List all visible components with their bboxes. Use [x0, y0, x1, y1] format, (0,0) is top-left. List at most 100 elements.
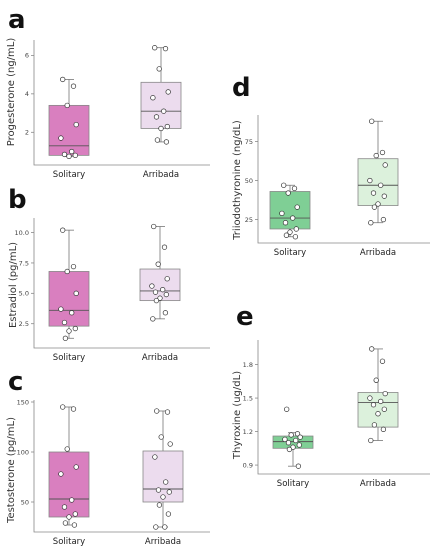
x-tick-label: Arribada — [360, 479, 396, 489]
data-point — [152, 454, 158, 460]
y-tick-label: 2.5 — [19, 320, 29, 328]
data-point — [368, 437, 374, 444]
data-point — [157, 295, 163, 301]
y-tick-label: 0.9 — [243, 461, 253, 469]
data-point — [382, 390, 388, 397]
box-arribada — [357, 118, 399, 226]
box-solitary — [272, 406, 314, 469]
data-point — [297, 434, 303, 440]
panel-letter: a — [8, 5, 26, 35]
data-point — [152, 289, 159, 295]
panel-d: d Triiodothyronine (ng/dL) 25 50 75 Solitary A… — [232, 73, 430, 258]
data-point — [155, 487, 162, 493]
y-tick-label: 75 — [245, 138, 253, 146]
x-tick-label: Arribada — [145, 537, 181, 547]
data-point — [367, 395, 373, 401]
y-axis-label: Triiodothyronine (ng/dL) — [232, 120, 243, 241]
data-point — [370, 190, 377, 196]
data-point — [73, 290, 79, 296]
data-point — [161, 108, 167, 114]
data-point — [283, 232, 290, 238]
panel-letter: b — [8, 185, 27, 215]
x-tick-label: Arribada — [142, 353, 178, 363]
data-point — [379, 358, 386, 364]
box-arribada — [357, 346, 399, 444]
data-point — [61, 504, 68, 510]
axes — [33, 218, 210, 349]
data-point — [382, 162, 388, 168]
data-point — [64, 446, 70, 452]
panel-letter: e — [236, 302, 254, 332]
data-point — [72, 152, 78, 159]
data-point — [379, 149, 386, 156]
data-point — [163, 139, 170, 145]
data-point — [286, 446, 293, 453]
data-point — [281, 182, 287, 188]
box-solitary — [48, 227, 90, 341]
data-point — [61, 151, 68, 158]
data-point — [60, 227, 66, 233]
y-tick-label: 2 — [25, 129, 29, 137]
panel-letter: d — [232, 73, 251, 103]
data-point — [62, 520, 69, 526]
data-point — [295, 463, 302, 469]
data-point — [60, 76, 66, 83]
y-tick-label: 50 — [245, 177, 253, 185]
data-point — [368, 220, 374, 226]
data-point — [161, 244, 168, 250]
data-point — [69, 148, 75, 155]
data-point — [165, 511, 172, 517]
data-point — [369, 118, 375, 124]
panel-letter: c — [8, 367, 23, 397]
data-point — [70, 263, 77, 270]
y-axis-label: Progesterone (ng/mL) — [6, 38, 17, 147]
data-point — [66, 153, 72, 159]
data-point — [369, 346, 375, 352]
data-point — [166, 489, 172, 495]
y-tick-label: 5.0 — [19, 290, 29, 298]
data-point — [160, 494, 166, 500]
axes — [33, 40, 210, 166]
data-point — [380, 216, 387, 223]
data-point — [58, 306, 64, 312]
data-point — [70, 406, 77, 412]
box-arribada — [140, 45, 182, 145]
data-point — [163, 291, 169, 298]
data-point — [294, 431, 301, 437]
y-tick-label: 1.5 — [243, 394, 253, 402]
data-point — [293, 226, 299, 232]
data-point — [72, 325, 78, 332]
data-point — [378, 182, 384, 188]
axes — [257, 115, 430, 244]
data-point — [163, 479, 169, 485]
data-point — [367, 177, 373, 184]
data-point — [73, 121, 79, 128]
data-point — [66, 514, 72, 520]
data-point — [371, 422, 378, 428]
data-point — [164, 409, 171, 415]
y-axis-label: Testosterone (pg/mL) — [6, 417, 17, 524]
box-solitary — [269, 182, 311, 240]
data-point — [279, 210, 285, 216]
data-point — [284, 406, 290, 412]
data-point — [70, 83, 77, 89]
data-point — [58, 135, 64, 141]
data-point — [375, 411, 381, 417]
data-point — [153, 524, 159, 530]
x-tick-label: Solitary — [274, 248, 306, 258]
box-iqr — [357, 392, 399, 428]
data-point — [156, 502, 163, 508]
data-point — [69, 310, 75, 316]
data-point — [380, 426, 387, 432]
x-tick-label: Arribada — [143, 170, 179, 180]
data-point — [73, 464, 79, 470]
data-point — [373, 152, 379, 159]
axes — [33, 400, 210, 533]
data-point — [158, 125, 164, 132]
data-point — [154, 137, 161, 143]
data-point — [290, 215, 296, 221]
data-point — [282, 220, 289, 226]
panel-e: e Thyroxine (ug/dL)0.9 1.2 1.5 1.8 Solitary Ar… — [232, 302, 430, 489]
data-point — [64, 268, 70, 275]
